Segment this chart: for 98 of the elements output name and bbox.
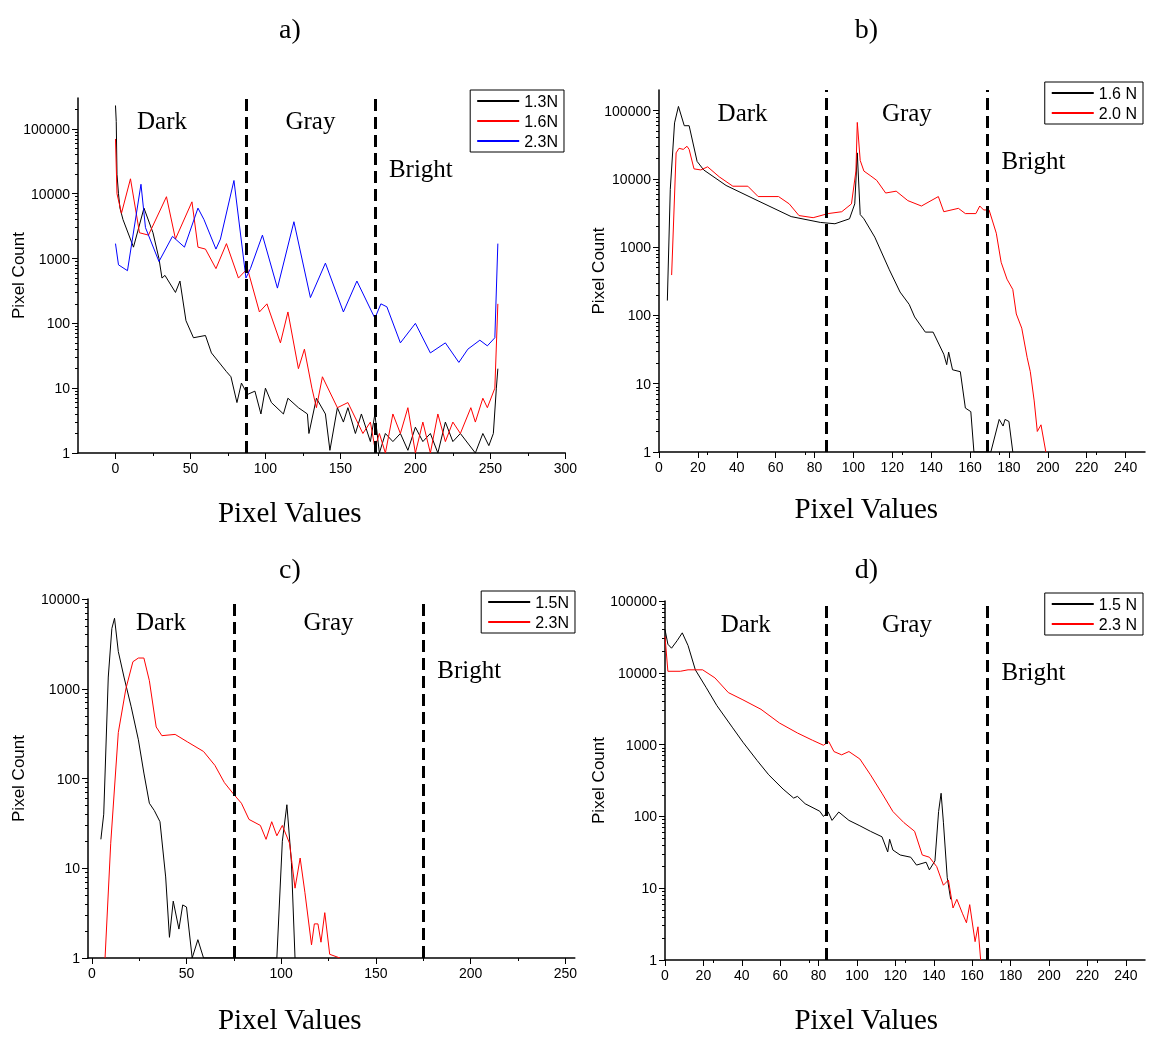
x-tick-label: 140	[922, 967, 946, 983]
x-tick-label: 160	[958, 459, 982, 475]
y-tick-label: 1000	[619, 239, 652, 256]
y-tick-label: 10	[64, 860, 81, 877]
y-tick-label: 100	[627, 307, 652, 324]
line-series	[104, 657, 341, 959]
x-tick-label: 140	[919, 459, 944, 475]
y-tick-label: 10000	[31, 185, 71, 202]
annotation: Bright	[1001, 657, 1066, 685]
x-tick-label: 80	[806, 459, 823, 475]
y-tick-label: 10	[635, 375, 652, 392]
annotation: Dark	[136, 106, 188, 134]
annotation: Dark	[720, 609, 772, 637]
y-tick-label: 10000	[41, 591, 81, 607]
y-tick-label: 100000	[23, 120, 71, 137]
legend-label: 1.6N	[524, 112, 558, 130]
y-tick-label: 1000	[625, 736, 658, 753]
x-tick-label: 100	[253, 460, 278, 476]
legend-label: 2.3N	[524, 132, 558, 150]
x-tick-label: 150	[364, 965, 388, 981]
chart-title: c)	[279, 552, 301, 584]
y-tick-label: 10000	[618, 664, 658, 681]
y-tick-label: 10	[54, 380, 71, 397]
y-tick-label: 1	[72, 950, 81, 966]
legend-label: 1.5N	[535, 593, 569, 611]
x-tick-label: 40	[734, 967, 750, 983]
line-series	[664, 636, 982, 961]
y-tick-label: 10000	[612, 170, 652, 187]
x-tick-label: 150	[328, 460, 353, 476]
annotation: Dark	[135, 607, 187, 635]
y-axis-title: Pixel Count	[8, 231, 28, 319]
legend-label: 2.3 N	[1098, 615, 1138, 633]
legend-label: 2.3N	[535, 613, 569, 631]
annotation: Bright	[1001, 146, 1066, 174]
x-tick-label: 20	[690, 459, 706, 475]
x-tick-label: 250	[553, 965, 578, 981]
x-tick-label: 200	[458, 965, 483, 981]
y-axis-title: Pixel Count	[588, 227, 608, 315]
annotation: Gray	[881, 98, 933, 126]
legend-label: 1.3N	[524, 92, 558, 110]
y-axis-title: Pixel Count	[588, 736, 608, 824]
x-tick-label: 200	[1036, 459, 1060, 475]
x-tick-label: 80	[810, 967, 827, 983]
annotation: Dark	[717, 98, 769, 126]
x-tick-label: 180	[998, 967, 1023, 983]
y-tick-label: 100000	[604, 102, 652, 119]
x-tick-label: 60	[767, 459, 784, 475]
annotation: Gray	[303, 607, 355, 635]
x-tick-label: 120	[880, 459, 905, 475]
chart-title: d)	[854, 552, 879, 584]
x-axis-title: Pixel Values	[217, 495, 362, 528]
x-tick-label: 0	[655, 459, 664, 475]
x-tick-label: 180	[997, 459, 1021, 475]
x-axis-title: Pixel Values	[217, 1002, 362, 1035]
y-axis-title: Pixel Count	[8, 734, 28, 822]
y-tick-label: 100	[633, 808, 658, 825]
annotation: Gray	[285, 106, 336, 134]
chart-title: b)	[854, 12, 879, 44]
x-tick-label: 240	[1113, 459, 1138, 475]
y-tick-label: 1	[643, 444, 652, 460]
x-tick-label: 300	[553, 460, 578, 476]
x-axis-title: Pixel Values	[794, 1002, 939, 1035]
annotation: Gray	[881, 609, 933, 637]
x-tick-label: 60	[772, 967, 789, 983]
x-tick-label: 20	[695, 967, 712, 983]
x-tick-label: 200	[403, 460, 428, 476]
y-tick-label: 100000	[610, 593, 658, 609]
y-tick-label: 1	[649, 952, 658, 968]
x-tick-label: 40	[728, 459, 745, 475]
y-tick-label: 100	[56, 770, 81, 787]
y-tick-label: 10	[641, 880, 658, 897]
annotation: Bright	[388, 154, 453, 182]
legend-label: 2.0 N	[1098, 104, 1138, 122]
x-tick-label: 50	[182, 460, 199, 476]
legend-label: 1.5 N	[1098, 595, 1138, 613]
x-tick-label: 220	[1075, 459, 1099, 475]
y-tick-label: 1000	[38, 250, 71, 267]
y-tick-label: 1000	[48, 680, 81, 697]
x-tick-label: 250	[478, 460, 503, 476]
x-tick-label: 160	[960, 967, 985, 983]
x-tick-label: 100	[269, 965, 294, 981]
x-tick-label: 120	[883, 967, 908, 983]
x-tick-label: 240	[1114, 967, 1138, 983]
x-tick-label: 50	[178, 965, 195, 981]
x-tick-label: 0	[111, 460, 120, 476]
x-tick-label: 100	[845, 967, 869, 983]
annotation: Bright	[437, 655, 502, 683]
x-axis-title: Pixel Values	[794, 491, 939, 524]
x-tick-label: 200	[1037, 967, 1061, 983]
line-series	[114, 180, 499, 363]
x-tick-label: 0	[661, 967, 670, 983]
chart-title: a)	[279, 12, 301, 44]
y-tick-label: 1	[62, 445, 71, 461]
x-tick-label: 100	[841, 459, 866, 475]
x-tick-label: 0	[87, 965, 96, 981]
y-tick-label: 100	[46, 315, 71, 332]
legend-label: 1.6 N	[1098, 84, 1138, 102]
x-tick-label: 220	[1075, 967, 1100, 983]
